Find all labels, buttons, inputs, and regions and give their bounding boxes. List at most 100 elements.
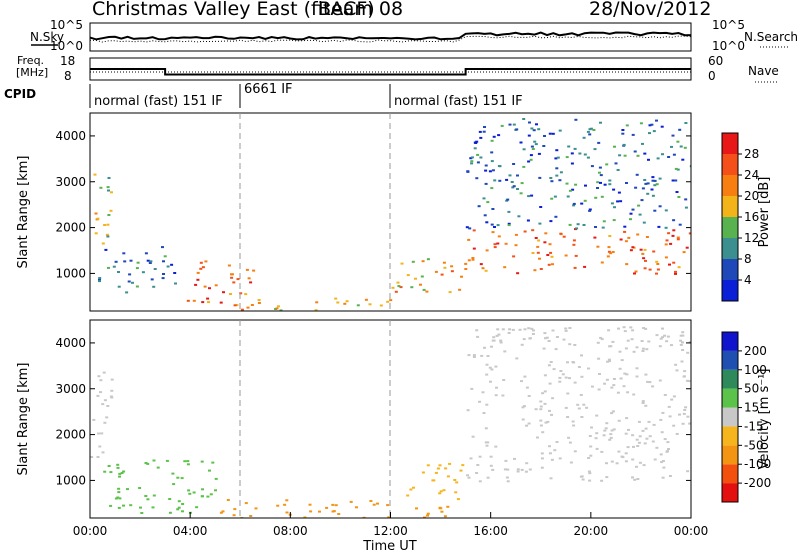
velocity-cell	[376, 502, 379, 505]
power-cell	[529, 158, 533, 161]
velocity-cell	[616, 391, 620, 394]
power-cell	[655, 272, 658, 275]
velocity-cell	[438, 464, 442, 467]
velocity-cell	[622, 385, 626, 388]
velocity-cell	[183, 460, 187, 463]
velocity-cell	[97, 432, 101, 435]
velocity-cell	[502, 379, 506, 381]
power-cell	[505, 199, 509, 202]
velocity-cell	[635, 346, 639, 349]
velocity-cell	[668, 475, 672, 477]
power-cell	[568, 189, 572, 192]
power-cell	[107, 266, 110, 269]
colorbar-tick-label: 12	[744, 231, 759, 245]
power-cell	[497, 235, 501, 238]
power-cell	[345, 300, 349, 303]
power-cell	[681, 158, 685, 161]
velocity-cell	[566, 392, 570, 395]
power-cell	[208, 287, 211, 290]
velocity-cell	[661, 476, 665, 479]
power-cell	[472, 229, 476, 232]
power-cell	[633, 272, 636, 275]
power-cell	[549, 177, 553, 179]
power-cell	[675, 191, 679, 193]
colorbar-segment	[722, 175, 738, 196]
power-cell	[572, 202, 576, 205]
velocity-cell	[483, 346, 486, 349]
velocity-cell	[525, 386, 529, 389]
velocity-cell	[349, 500, 353, 503]
power-cell	[199, 261, 203, 264]
velocity-cell	[482, 412, 486, 414]
power-cell	[543, 241, 547, 244]
velocity-cell	[426, 512, 430, 515]
power-cell	[491, 169, 495, 172]
power-cell	[656, 157, 660, 160]
power-cell	[640, 199, 644, 202]
velocity-cell	[152, 459, 156, 462]
power-cell	[664, 226, 668, 229]
station-title: Christmas Valley East (fitACF)	[92, 0, 375, 20]
velocity-cell	[438, 492, 442, 495]
velocity-cell	[567, 436, 571, 439]
velocity-cell	[109, 504, 113, 507]
velocity-cell	[469, 457, 473, 460]
velocity-cell	[501, 328, 505, 331]
power-cell	[617, 191, 621, 194]
power-cell	[529, 154, 533, 157]
power-cell	[394, 290, 398, 293]
x-tick-label: 20:00	[574, 524, 609, 538]
power-cell	[656, 263, 660, 265]
colorbar-segment	[722, 483, 738, 502]
power-cell	[229, 293, 232, 295]
power-cell	[440, 273, 444, 276]
power-cell	[510, 181, 514, 183]
power-cell	[186, 299, 190, 302]
power-cell	[670, 145, 673, 148]
velocity-cell	[617, 450, 621, 453]
power-cell	[623, 230, 627, 233]
velocity-cell	[579, 394, 583, 396]
velocity-cell	[448, 462, 452, 465]
velocity-cell	[580, 354, 583, 357]
power-cell	[257, 302, 261, 304]
velocity-cell	[110, 378, 114, 381]
power-cell	[538, 257, 541, 260]
velocity-cell	[659, 453, 663, 456]
power-cell	[336, 301, 340, 304]
power-cell	[485, 221, 489, 224]
power-cell	[598, 166, 602, 169]
velocity-cell	[681, 331, 685, 334]
velocity-cell	[406, 494, 410, 497]
velocity-cell	[539, 405, 543, 408]
power-y-ticks: 1000 2000 3000 4000	[55, 129, 691, 280]
colorbar-tick-label: 50	[744, 382, 759, 396]
power-cell	[665, 239, 669, 242]
colorbar-segment	[722, 280, 738, 301]
velocity-cell	[547, 364, 551, 367]
power-cell	[484, 169, 488, 172]
velocity-cell	[331, 503, 335, 506]
velocity-cell	[337, 513, 341, 515]
velocity-cell	[666, 450, 669, 453]
power-cell	[146, 259, 150, 262]
velocity-cell	[506, 480, 510, 483]
power-cell	[443, 266, 447, 269]
power-cell	[96, 217, 100, 220]
power-cell	[682, 251, 686, 254]
velocity-cell	[641, 429, 645, 432]
power-cell	[484, 182, 488, 185]
velocity-cell	[637, 441, 641, 444]
power-cell	[460, 275, 463, 278]
power-cell	[555, 174, 559, 177]
power-cell	[544, 232, 548, 235]
velocity-cell	[587, 367, 590, 370]
velocity-cell	[667, 448, 670, 450]
power-cell	[471, 257, 475, 259]
power-cell	[527, 134, 531, 137]
power-cell	[174, 282, 177, 285]
velocity-cell	[680, 360, 684, 363]
velocity-cell	[92, 418, 96, 421]
power-cell	[448, 291, 452, 294]
